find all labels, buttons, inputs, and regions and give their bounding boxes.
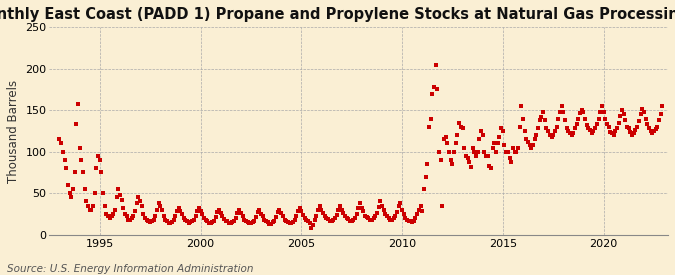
Title: Monthly East Coast (PADD 1) Propane and Propylene Stocks at Natural Gas Processi: Monthly East Coast (PADD 1) Propane and … [0,7,675,22]
Text: Source: U.S. Energy Information Administration: Source: U.S. Energy Information Administ… [7,264,253,274]
Y-axis label: Thousand Barrels: Thousand Barrels [7,79,20,183]
